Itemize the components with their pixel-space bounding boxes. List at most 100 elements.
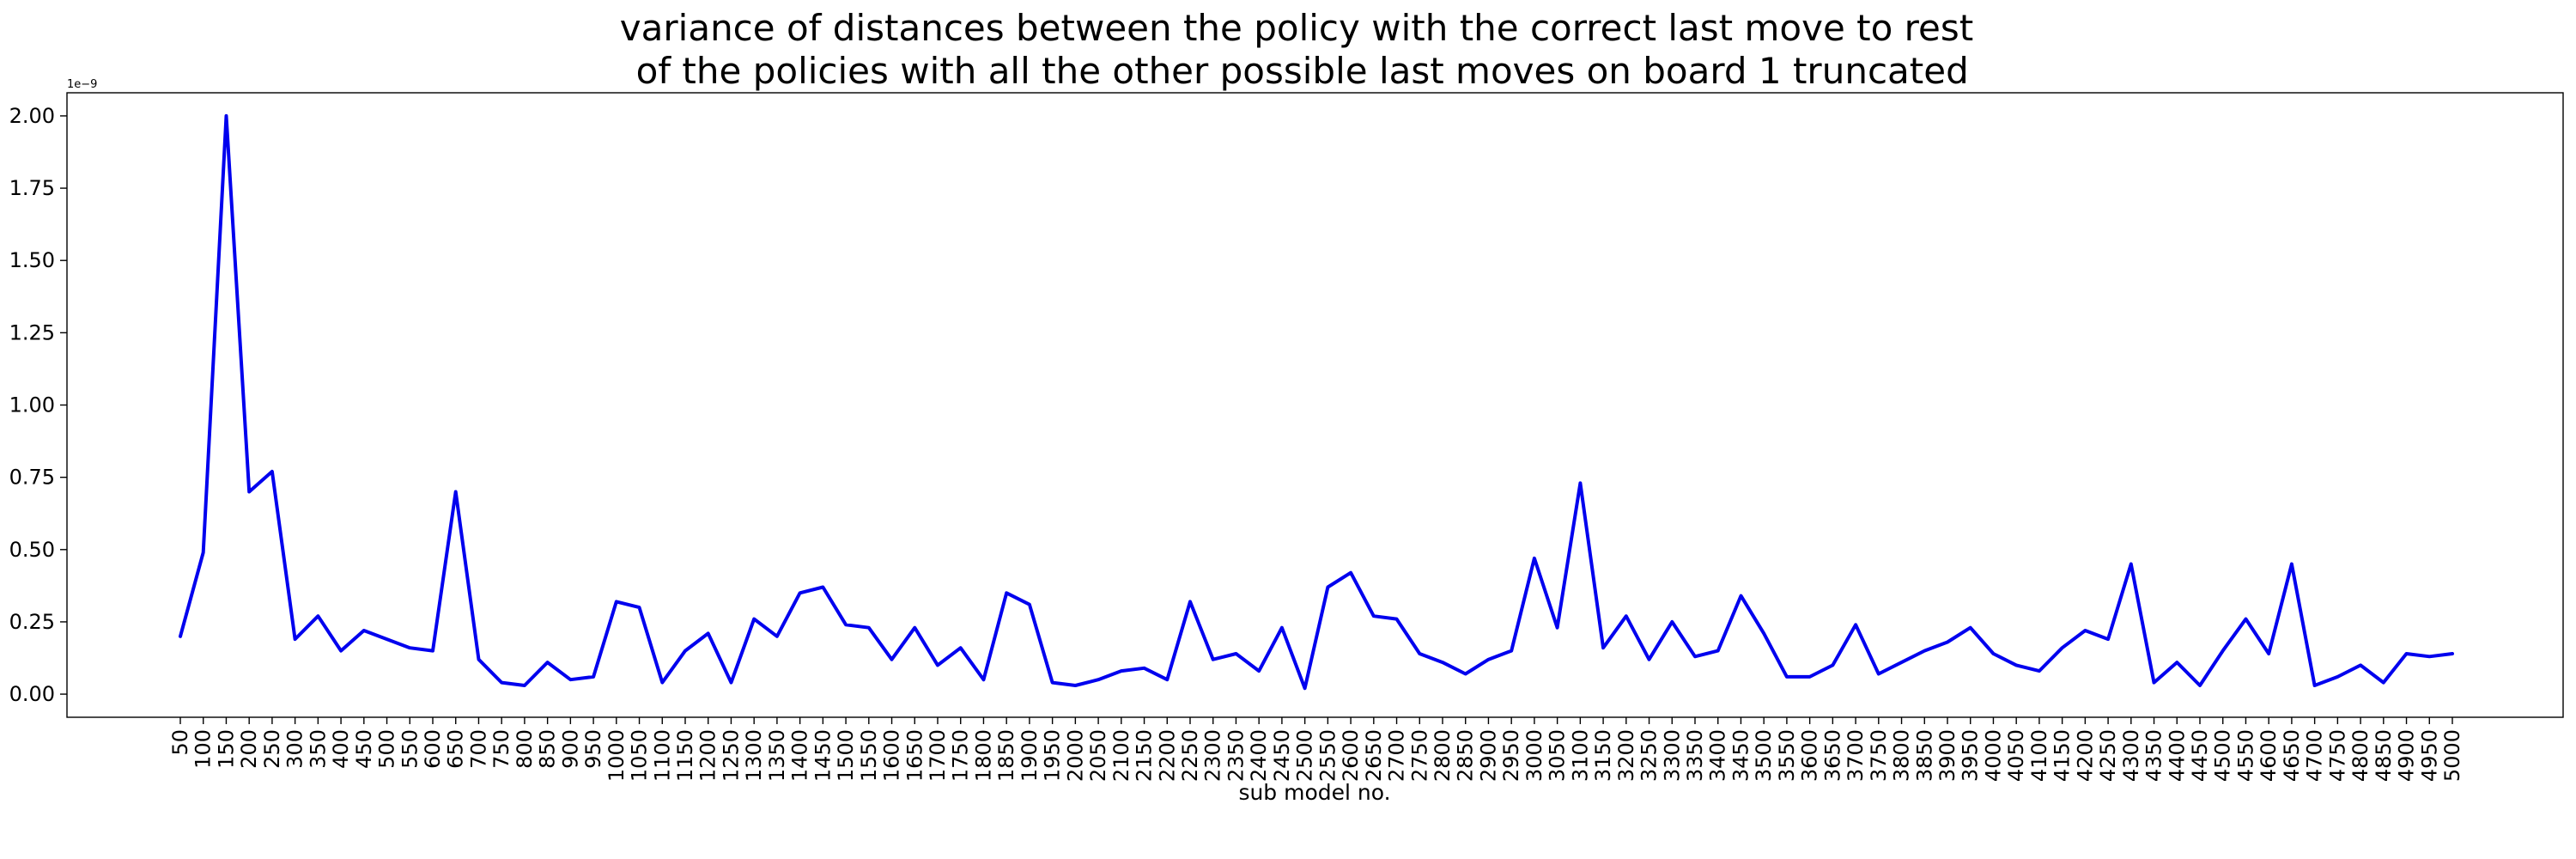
- x-tick-label-32: 1650: [902, 729, 927, 782]
- x-tick-label-97: 4900: [2395, 729, 2419, 782]
- x-tick-label-81: 4100: [2027, 729, 2051, 782]
- x-tick-label-35: 1800: [971, 729, 995, 782]
- x-tick-label-29: 1500: [834, 729, 858, 782]
- x-tick-label-13: 700: [466, 729, 490, 769]
- x-tick-label-71: 3600: [1798, 729, 1822, 782]
- x-tick-label-10: 550: [398, 729, 422, 769]
- chart-title-line-2: of the policies with all the other possi…: [624, 50, 1968, 92]
- x-tick-label-70: 3550: [1775, 729, 1799, 782]
- x-tick-label-19: 1000: [605, 729, 629, 782]
- x-tick-label-30: 1550: [857, 729, 881, 782]
- x-tick-label-59: 3000: [1522, 729, 1546, 782]
- x-tick-label-47: 2400: [1247, 729, 1271, 782]
- x-tick-label-91: 4600: [2257, 729, 2281, 782]
- x-tick-label-55: 2800: [1431, 729, 1455, 782]
- y-tick-label-8: 2.00: [9, 104, 55, 128]
- x-tick-label-95: 4800: [2348, 729, 2372, 782]
- x-tick-label-22: 1150: [673, 729, 697, 782]
- x-tick-label-51: 2600: [1339, 729, 1363, 782]
- x-tick-label-52: 2650: [1362, 729, 1386, 782]
- y-tick-label-1: 0.25: [9, 610, 55, 634]
- x-tick-label-90: 4550: [2233, 729, 2257, 782]
- x-tick-label-92: 4650: [2280, 729, 2304, 782]
- x-axis: 5010015020025030035040045050055060065070…: [168, 717, 2464, 782]
- x-tick-label-86: 4350: [2142, 729, 2166, 782]
- x-tick-label-93: 4700: [2303, 729, 2327, 782]
- x-tick-label-58: 2950: [1499, 729, 1523, 782]
- x-tick-label-87: 4400: [2165, 729, 2189, 782]
- series-line-0: [179, 113, 2454, 691]
- x-tick-label-64: 3250: [1637, 729, 1662, 782]
- x-tick-label-36: 1850: [994, 729, 1018, 782]
- x-tick-label-85: 4300: [2119, 729, 2143, 782]
- x-tick-label-20: 1050: [628, 729, 652, 782]
- x-tick-label-18: 950: [581, 729, 605, 769]
- x-tick-label-61: 3100: [1568, 729, 1592, 782]
- x-tick-label-3: 200: [237, 729, 261, 769]
- x-tick-label-5: 300: [283, 729, 307, 769]
- y-tick-label-5: 1.25: [9, 320, 55, 344]
- x-tick-label-69: 3500: [1752, 729, 1776, 782]
- x-tick-label-39: 2000: [1063, 729, 1087, 782]
- y-axis: 0.00 0.25 0.50 0.75 1.00 1.25 1.50 1.75 2.00: [9, 104, 67, 706]
- x-tick-label-80: 4050: [2004, 729, 2028, 782]
- x-tick-label-8: 450: [352, 729, 376, 769]
- x-tick-label-49: 2500: [1293, 729, 1317, 782]
- x-tick-label-75: 3800: [1890, 729, 1914, 782]
- x-tick-label-15: 800: [513, 729, 537, 769]
- x-tick-label-99: 5000: [2440, 729, 2464, 782]
- x-tick-label-12: 650: [444, 729, 468, 769]
- x-tick-label-57: 2900: [1476, 729, 1500, 782]
- y-tick-label-6: 1.50: [9, 248, 55, 272]
- x-tick-label-1: 100: [191, 729, 216, 769]
- x-tick-label-0: 50: [168, 729, 192, 756]
- x-tick-label-45: 2300: [1201, 729, 1225, 782]
- x-tick-label-23: 1200: [696, 729, 720, 782]
- y-axis-offset-label: 1e−9: [67, 78, 97, 91]
- x-tick-label-82: 4150: [2050, 729, 2075, 782]
- x-tick-label-43: 2200: [1155, 729, 1179, 782]
- x-tick-label-25: 1300: [742, 729, 766, 782]
- x-tick-label-89: 4500: [2211, 729, 2235, 782]
- x-tick-label-84: 4250: [2096, 729, 2120, 782]
- x-tick-label-17: 900: [558, 729, 582, 769]
- x-tick-label-88: 4450: [2188, 729, 2212, 782]
- x-tick-label-66: 3350: [1683, 729, 1707, 782]
- x-tick-label-65: 3300: [1660, 729, 1684, 782]
- x-tick-label-78: 3950: [1959, 729, 1983, 782]
- y-tick-label-4: 1.00: [9, 393, 55, 417]
- x-tick-label-77: 3900: [1935, 729, 1959, 782]
- x-tick-label-67: 3400: [1706, 729, 1730, 782]
- series-layer: [179, 113, 2454, 691]
- x-tick-label-7: 400: [329, 729, 353, 769]
- x-tick-label-62: 3150: [1591, 729, 1615, 782]
- y-tick-label-7: 1.75: [9, 176, 55, 200]
- x-tick-label-38: 1950: [1041, 729, 1065, 782]
- x-tick-label-33: 1700: [926, 729, 950, 782]
- y-tick-label-0: 0.00: [9, 682, 55, 706]
- x-tick-label-48: 2450: [1270, 729, 1294, 782]
- x-tick-label-79: 4000: [1981, 729, 2005, 782]
- x-tick-label-11: 600: [421, 729, 445, 769]
- x-tick-label-4: 250: [260, 729, 284, 769]
- y-tick-label-2: 0.50: [9, 538, 55, 562]
- x-tick-label-37: 1900: [1018, 729, 1042, 782]
- x-tick-label-63: 3200: [1614, 729, 1638, 782]
- x-tick-label-26: 1350: [765, 729, 789, 782]
- x-tick-label-74: 3750: [1867, 729, 1891, 782]
- x-tick-label-9: 500: [375, 729, 399, 769]
- x-tick-label-28: 1450: [811, 729, 835, 782]
- x-tick-label-83: 4200: [2073, 729, 2097, 782]
- x-tick-label-14: 750: [489, 729, 513, 769]
- x-tick-label-60: 3050: [1546, 729, 1570, 782]
- x-tick-label-73: 3700: [1844, 729, 1868, 782]
- x-tick-label-34: 1750: [949, 729, 973, 782]
- x-tick-label-76: 3850: [1912, 729, 1936, 782]
- x-tick-label-6: 350: [306, 729, 330, 769]
- y-tick-label-3: 0.75: [9, 466, 55, 490]
- x-tick-label-44: 2250: [1178, 729, 1202, 782]
- x-tick-label-21: 1100: [650, 729, 674, 782]
- x-tick-label-94: 4750: [2325, 729, 2349, 782]
- x-tick-label-46: 2350: [1224, 729, 1248, 782]
